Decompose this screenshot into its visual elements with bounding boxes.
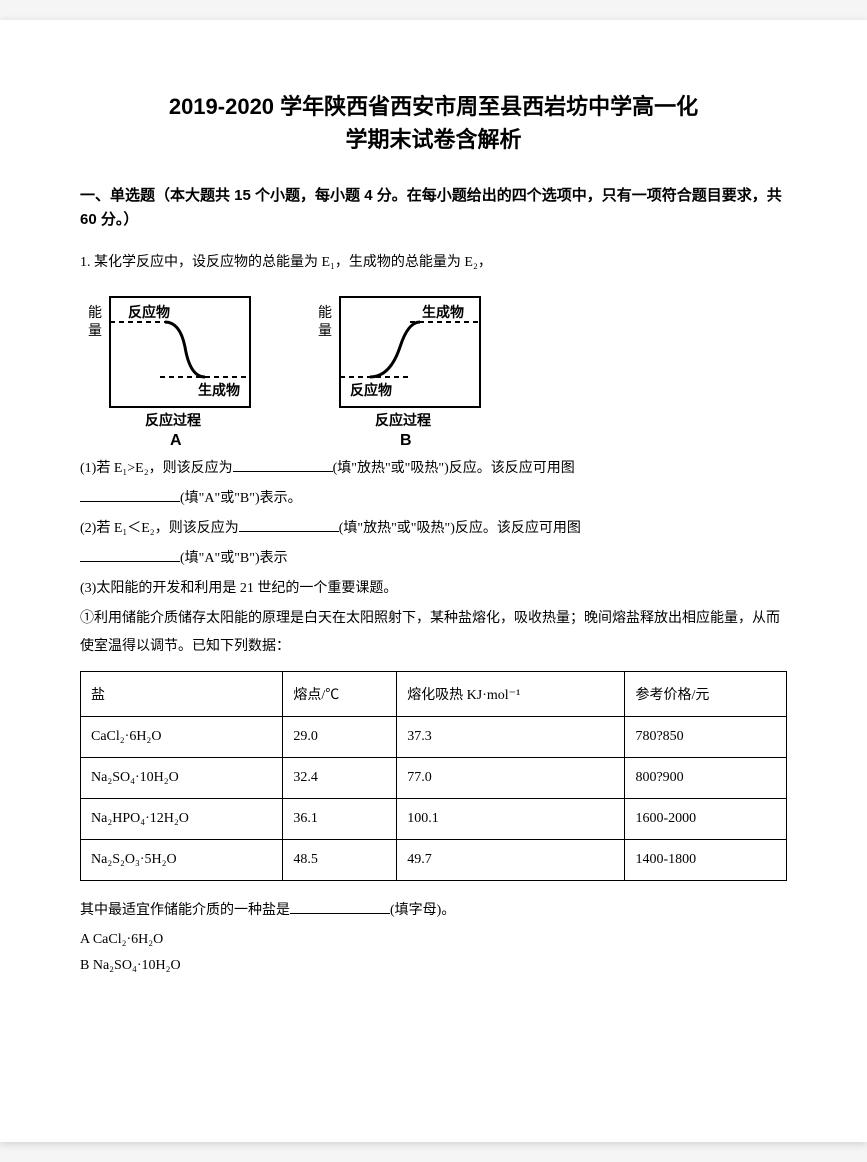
table-row: Na₂HPO₄·12H₂O 36.1 100.1 1600-2000	[81, 798, 787, 839]
table-row: Na₂S₂O₃·5H₂O 48.5 49.7 1400-1800	[81, 839, 787, 880]
option-b: B Na₂SO₄·10H₂O	[80, 953, 787, 980]
blank-1-2a	[239, 518, 339, 532]
q1-part3-intro: (3)太阳能的开发和利用是 21 世纪的一个重要课题。	[80, 575, 787, 603]
q1-2-text-b: (填"放热"或"吸热")反应。该反应可用图	[339, 521, 581, 536]
salt-data-table: 盐 熔点/℃ 熔化吸热 KJ·mol⁻¹ 参考价格/元 CaCl₂·6H₂O 2…	[80, 671, 787, 881]
q1-1-text-a: (1)若 E₁>E₂，则该反应为	[80, 461, 233, 476]
q1-part1-cont: (填"A"或"B")表示。	[80, 485, 787, 513]
question-1-intro: 1. 某化学反应中，设反应物的总能量为 E₁，生成物的总能量为 E₂，	[80, 250, 787, 277]
cell-formula: Na₂SO₄·10H₂O	[81, 757, 283, 798]
title-line-2: 学期末试卷含解析	[80, 123, 787, 156]
option-a: A CaCl₂·6H₂O	[80, 927, 787, 954]
y-axis-label-a: 能	[88, 305, 102, 321]
cell-heat: 49.7	[397, 839, 625, 880]
cell-mp: 32.4	[283, 757, 397, 798]
cell-mp: 29.0	[283, 716, 397, 757]
diagram-b-label: B	[400, 432, 412, 447]
cell-formula: Na₂HPO₄·12H₂O	[81, 798, 283, 839]
diagram-a-label: A	[170, 432, 182, 447]
cell-heat: 77.0	[397, 757, 625, 798]
x-axis-label-a: 反应过程	[145, 412, 201, 429]
col-heat: 熔化吸热 KJ·mol⁻¹	[397, 671, 625, 716]
x-axis-label-b: 反应过程	[375, 412, 431, 429]
col-salt: 盐	[81, 671, 283, 716]
cell-price: 1400-1800	[625, 839, 787, 880]
table-row: CaCl₂·6H₂O 29.0 37.3 780?850	[81, 716, 787, 757]
cell-heat: 37.3	[397, 716, 625, 757]
energy-diagrams: 能 量 反应物 生成物 反应过程 A 能 量	[80, 287, 787, 447]
title-line-1: 2019-2020 学年陕西省西安市周至县西岩坊中学高一化	[80, 90, 787, 123]
table-row: Na₂SO₄·10H₂O 32.4 77.0 800?900	[81, 757, 787, 798]
svg-text:量: 量	[88, 323, 102, 339]
q1-3-end-b: (填字母)。	[390, 903, 455, 918]
q1-1-text-c: (填"A"或"B")表示。	[180, 491, 302, 506]
q1-3-end: 其中最适宜作储能介质的一种盐是 (填字母)。	[80, 897, 787, 925]
q1-part3-1: ①利用储能介质储存太阳能的原理是白天在太阳照射下，某种盐熔化，吸收热量；晚间熔盐…	[80, 605, 787, 661]
cell-mp: 36.1	[283, 798, 397, 839]
cell-price: 1600-2000	[625, 798, 787, 839]
product-label-b: 生成物	[422, 304, 464, 321]
blank-1-3	[290, 900, 390, 914]
section-header: 一、单选题（本大题共 15 个小题，每小题 4 分。在每小题给出的四个选项中，只…	[80, 184, 787, 232]
q1-1-text-b: (填"放热"或"吸热")反应。该反应可用图	[333, 461, 575, 476]
q1-part1: (1)若 E₁>E₂，则该反应为 (填"放热"或"吸热")反应。该反应可用图	[80, 455, 787, 483]
cell-mp: 48.5	[283, 839, 397, 880]
cell-price: 800?900	[625, 757, 787, 798]
product-label-a: 生成物	[198, 382, 240, 399]
blank-1-2b	[80, 548, 180, 562]
table-header-row: 盐 熔点/℃ 熔化吸热 KJ·mol⁻¹ 参考价格/元	[81, 671, 787, 716]
exam-title: 2019-2020 学年陕西省西安市周至县西岩坊中学高一化 学期末试卷含解析	[80, 90, 787, 156]
cell-formula: Na₂S₂O₃·5H₂O	[81, 839, 283, 880]
reactant-label-b: 反应物	[350, 382, 392, 399]
q1-3-end-a: 其中最适宜作储能介质的一种盐是	[80, 903, 290, 918]
q1-part2-cont: (填"A"或"B")表示	[80, 545, 787, 573]
diagram-a: 能 量 反应物 生成物 反应过程 A	[80, 287, 260, 447]
svg-text:量: 量	[318, 323, 332, 339]
col-melting-point: 熔点/℃	[283, 671, 397, 716]
diagram-b: 能 量 生成物 反应物 反应过程 B	[310, 287, 490, 447]
q1-part2: (2)若 E₁＜E₂，则该反应为 (填"放热"或"吸热")反应。该反应可用图	[80, 515, 787, 543]
blank-1-1b	[80, 488, 180, 502]
cell-heat: 100.1	[397, 798, 625, 839]
y-axis-label-b: 能	[318, 305, 332, 321]
q1-2-text-a: (2)若 E₁＜E₂，则该反应为	[80, 521, 239, 536]
blank-1-1a	[233, 458, 333, 472]
q1-2-text-c: (填"A"或"B")表示	[180, 551, 288, 566]
cell-formula: CaCl₂·6H₂O	[81, 716, 283, 757]
document-page: 2019-2020 学年陕西省西安市周至县西岩坊中学高一化 学期末试卷含解析 一…	[0, 20, 867, 1142]
reactant-label-a: 反应物	[128, 304, 170, 321]
cell-price: 780?850	[625, 716, 787, 757]
col-price: 参考价格/元	[625, 671, 787, 716]
